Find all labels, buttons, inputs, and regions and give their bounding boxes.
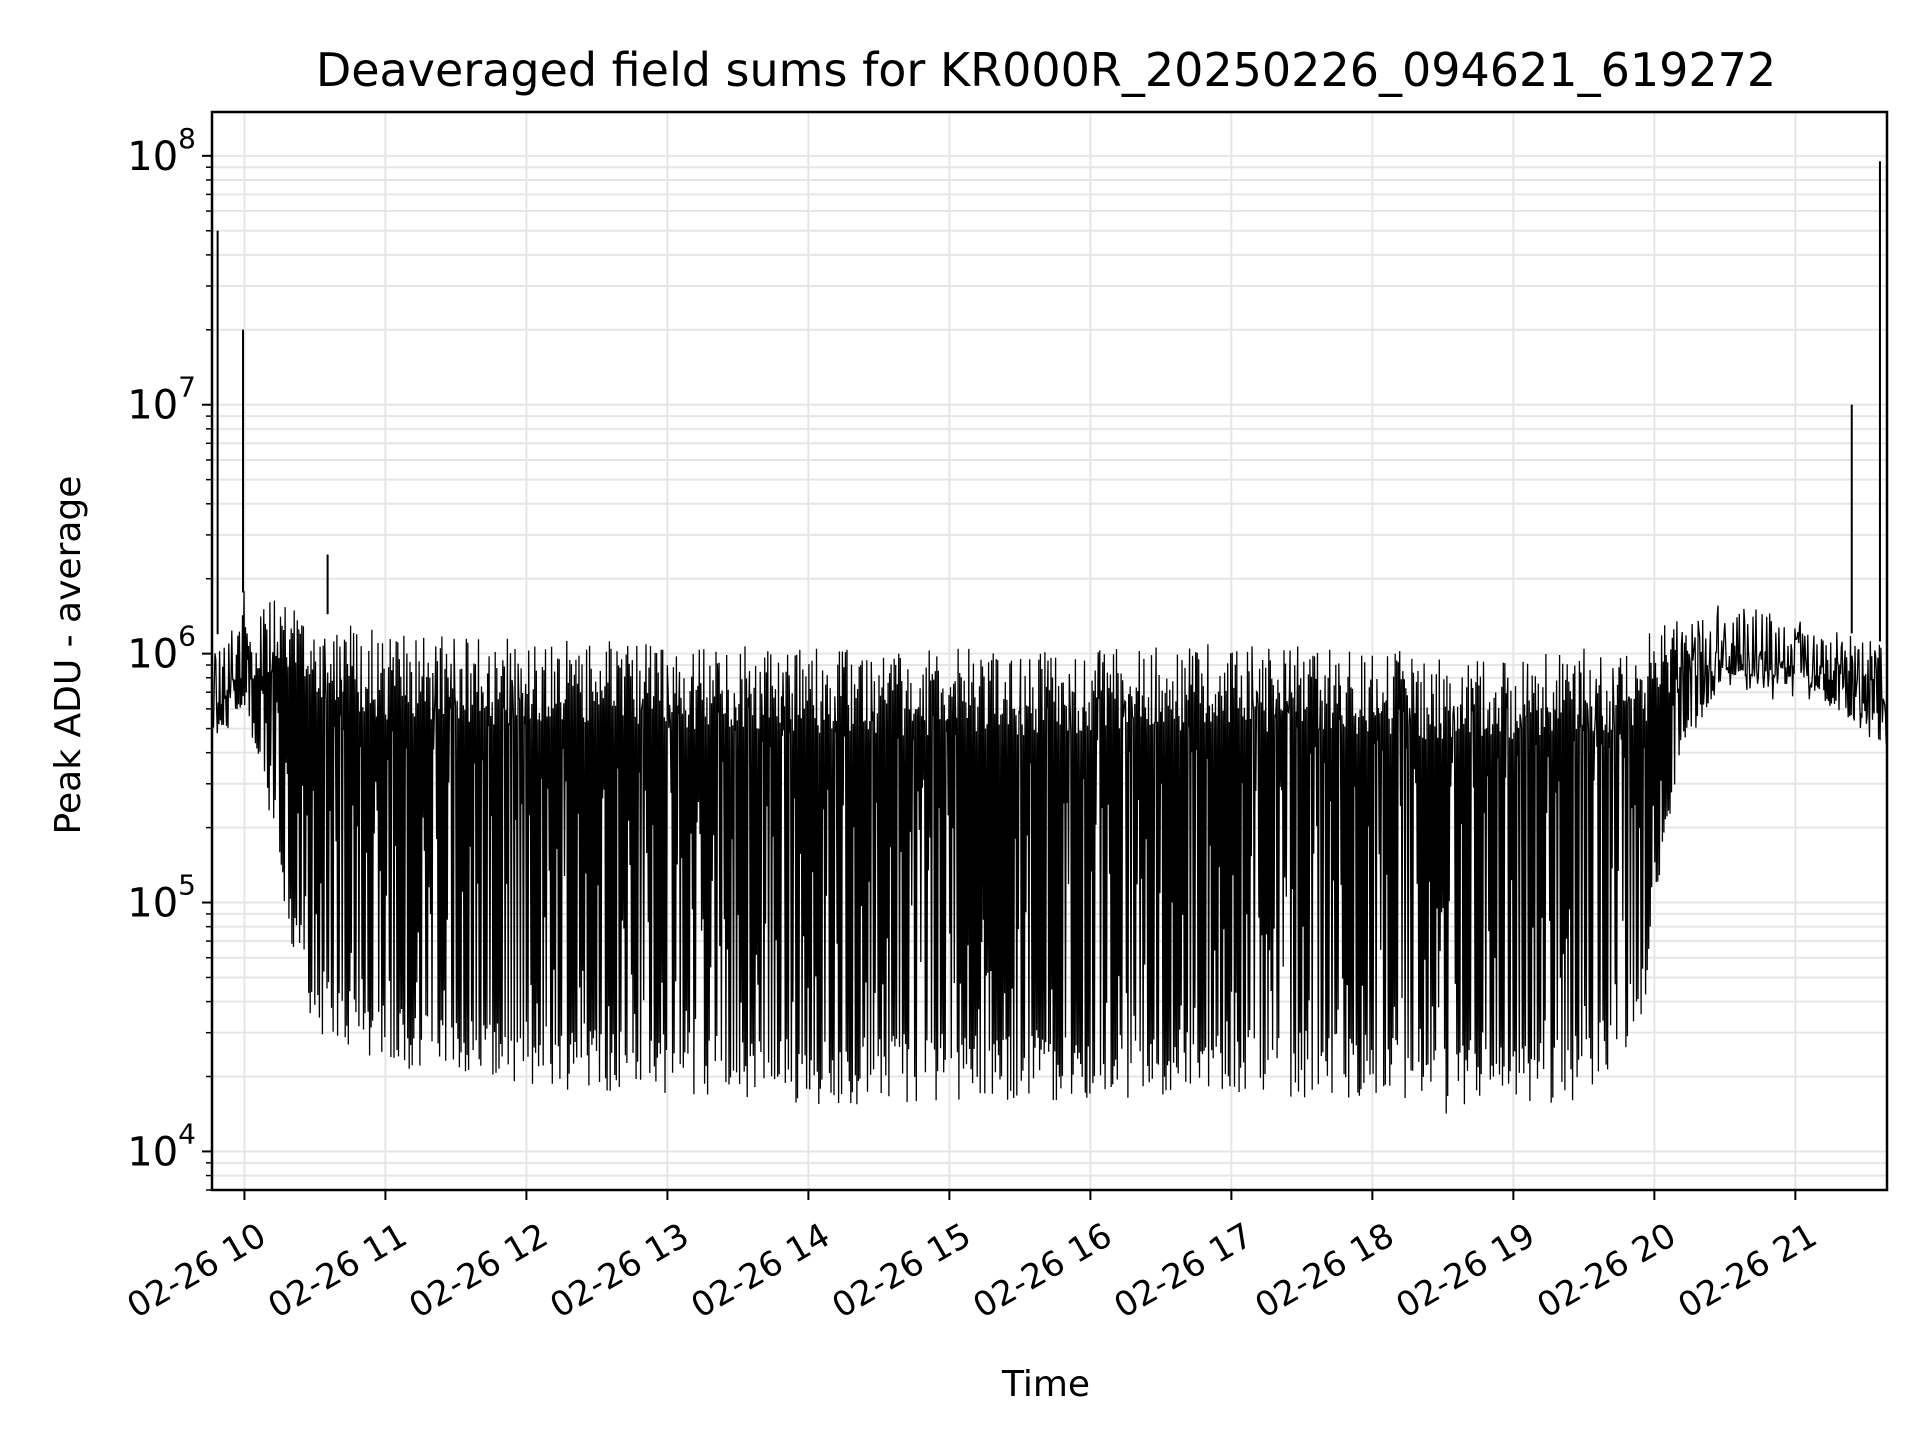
x-tick-label: 02-26 13 [544, 1215, 696, 1326]
x-tick-label: 02-26 18 [1248, 1215, 1400, 1326]
x-tick-label: 02-26 11 [262, 1215, 414, 1326]
x-tick-label: 02-26 15 [826, 1215, 978, 1326]
chart-title: Deaveraged field sums for KR000R_2025022… [316, 43, 1776, 97]
x-tick-label: 02-26 10 [121, 1215, 273, 1326]
x-tick-label: 02-26 14 [685, 1215, 837, 1326]
y-tick-label: 106 [127, 620, 196, 678]
major-gridlines [212, 112, 1887, 1190]
y-tick-label: 108 [127, 122, 196, 180]
x-tick-label: 02-26 16 [966, 1215, 1118, 1326]
y-tick-label: 107 [127, 371, 196, 429]
x-tick-label: 02-26 21 [1671, 1215, 1823, 1326]
x-tick-label: 02-26 17 [1107, 1215, 1259, 1326]
series-line [211, 161, 1888, 1114]
plot-frame [210, 110, 1889, 1192]
x-tick-label: 02-26 12 [403, 1215, 555, 1326]
x-tick-label: 02-26 20 [1530, 1215, 1682, 1326]
plot-area [211, 161, 1888, 1114]
y-axis-label: Peak ADU - average [48, 476, 89, 835]
y-tick-label: 104 [127, 1117, 196, 1175]
y-tick-label: 105 [127, 869, 196, 927]
x-tick-label: 02-26 19 [1389, 1215, 1541, 1326]
x-axis-label: Time [1001, 1364, 1090, 1405]
